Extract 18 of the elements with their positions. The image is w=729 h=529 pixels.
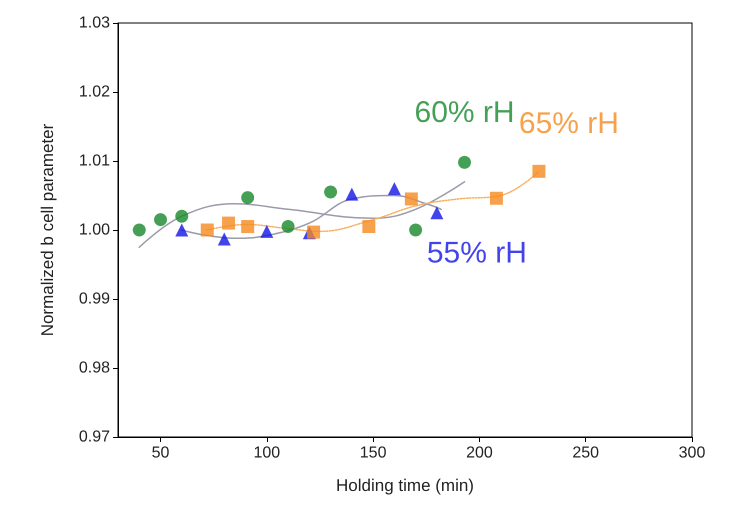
x-axis-title: Holding time (min) (336, 476, 474, 495)
x-tick-label: 150 (360, 444, 387, 462)
y-axis-title: Normalized b cell parameter (38, 123, 57, 336)
y-tick-label: 0.97 (78, 428, 110, 446)
series-label: 65% rH (518, 106, 619, 140)
series-label: 55% rH (426, 236, 527, 270)
y-tick-label: 1.03 (78, 14, 110, 32)
x-tick-label: 200 (466, 444, 493, 462)
series-label: 60% rH (414, 96, 515, 129)
y-tick-label: 1.02 (78, 84, 110, 100)
x-tick-label: 300 (678, 444, 706, 462)
x-tick-label: 50 (152, 444, 170, 462)
y-tick-label: 1.00 (78, 222, 110, 238)
x-tick-label: 250 (572, 444, 600, 462)
x-tick-label: 100 (253, 444, 280, 462)
y-tick-label: 0.99 (78, 290, 110, 308)
y-tick-label: 0.98 (78, 360, 110, 376)
y-tick-label: 1.01 (78, 152, 110, 170)
